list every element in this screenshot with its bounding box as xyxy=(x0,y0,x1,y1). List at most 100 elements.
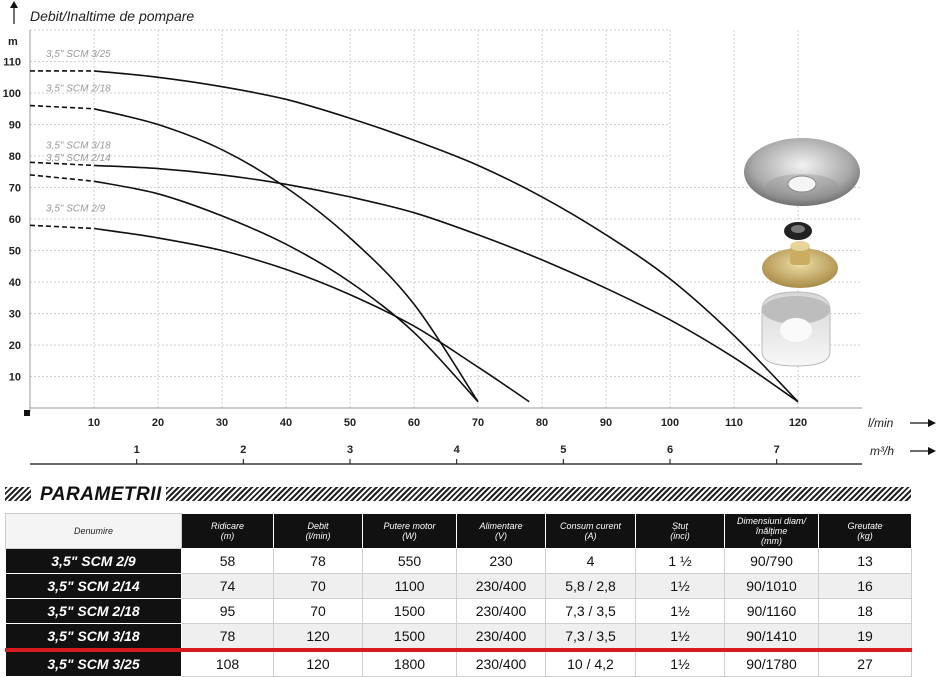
y-tick-label: 90 xyxy=(9,120,21,132)
table-cell: 230 xyxy=(456,548,546,574)
table-cell: 18 xyxy=(818,598,912,624)
model-name-cell: 3,5" SCM 2/9 xyxy=(5,548,182,574)
table-row: 3,5" SCM 2/14 74 70 1100 230/400 5,8 / 2,8 1½ 9… xyxy=(5,573,912,599)
chart-tick-labels: 10 20 30 40 50 60 70 80 90 100 110 120 10 20 30 40 50 60 7… xyxy=(3,57,807,464)
table-cell: 95 xyxy=(181,598,274,624)
x2-tick-label: 5 xyxy=(560,444,566,456)
table-header-cell: Denumire xyxy=(5,513,182,549)
x-tick-label: 100 xyxy=(661,417,679,429)
header-unit: (A) xyxy=(584,531,597,541)
header-label: Denumire xyxy=(73,526,113,536)
table-cell: 4 xyxy=(545,548,636,574)
x2-tick-label: 3 xyxy=(347,444,353,456)
y-tick-label: 10 xyxy=(9,372,21,384)
model-name-cell: 3,5" SCM 2/18 xyxy=(5,598,182,624)
series-line xyxy=(93,70,799,403)
header-unit: (inci) xyxy=(670,531,690,541)
series-label: 3,5" SCM 3/25 xyxy=(46,49,111,60)
table-cell: 7,3 / 3,5 xyxy=(545,598,636,624)
series-line xyxy=(93,227,530,403)
header-label: Consum curent xyxy=(559,521,622,531)
x-tick-label: 50 xyxy=(344,417,356,429)
model-name-cell: 3,5" SCM 3/25 xyxy=(5,648,182,677)
table-cell: 58 xyxy=(181,548,274,574)
table-cell: 1100 xyxy=(362,573,457,599)
series-line xyxy=(93,108,479,403)
y-tick-label: 100 xyxy=(3,88,21,100)
table-header-cell: Ridicare (m) xyxy=(181,513,274,549)
x-tick-label: 60 xyxy=(408,417,420,429)
table-cell: 5,8 / 2,8 xyxy=(545,573,636,599)
header-unit: (m) xyxy=(220,531,235,541)
header-label: Dimensiuni diam/înălțime xyxy=(736,516,807,536)
x-tick-label: 70 xyxy=(472,417,484,429)
table-cell: 10 / 4,2 xyxy=(545,648,636,677)
header-unit: (mm) xyxy=(761,536,782,546)
table-cell: 1½ xyxy=(635,648,725,677)
y-tick-label: 40 xyxy=(9,277,21,289)
x-tick-label: 90 xyxy=(600,417,612,429)
section-hatch-right xyxy=(166,487,911,501)
table-cell: 19 xyxy=(818,623,912,651)
x-tick-label: 120 xyxy=(789,417,807,429)
x-axis-label: l/min xyxy=(868,416,894,430)
table-cell: 230/400 xyxy=(456,598,546,624)
table-row: 3,5" SCM 2/9 58 78 550 230 4 1 ½ 90/790 13 xyxy=(5,548,912,574)
x2-tick-label: 7 xyxy=(774,444,780,456)
series-line-dashed xyxy=(29,174,95,182)
pump-curve-chart: Debit/Inaltime de pompare m l/min m³/h 1… xyxy=(3,1,936,465)
table-cell: 90/790 xyxy=(724,548,819,574)
table-cell: 1500 xyxy=(362,623,457,651)
table-row: 3,5" SCM 3/25 108 120 1800 230/400 10 / 4,2 1½… xyxy=(5,648,912,677)
table-cell: 90/1160 xyxy=(724,598,819,624)
x-tick-label: 30 xyxy=(216,417,228,429)
table-cell: 70 xyxy=(273,598,363,624)
y-tick-label: 60 xyxy=(9,214,21,226)
x2-tick-label: 1 xyxy=(134,444,140,456)
table-header-cell: Putere motor (W) xyxy=(362,513,457,549)
series-label: 3,5" SCM 2/14 xyxy=(46,153,111,164)
table-header-cell: Consum curent (A) xyxy=(545,513,636,549)
header-label: Putere motor xyxy=(383,521,436,531)
table-cell: 1½ xyxy=(635,623,725,651)
table-cell: 1½ xyxy=(635,573,725,599)
table-header-cell: Debit (l/min) xyxy=(273,513,363,549)
table-cell: 13 xyxy=(818,548,912,574)
table-cell: 230/400 xyxy=(456,623,546,651)
y-tick-label: 80 xyxy=(9,151,21,163)
table-cell: 230/400 xyxy=(456,648,546,677)
chart-axes xyxy=(10,1,862,465)
series-line-dashed xyxy=(29,104,95,110)
table-cell: 108 xyxy=(181,648,274,677)
table-cell: 16 xyxy=(818,573,912,599)
chart-grid xyxy=(30,29,862,408)
table-header-cell: Alimentare (V) xyxy=(456,513,546,549)
table-row: 3,5" SCM 3/18 78 120 1500 230/400 7,3 / 3,5 1½… xyxy=(5,623,912,651)
table-cell: 120 xyxy=(273,623,363,651)
x-tick-label: 40 xyxy=(280,417,292,429)
table-cell: 90/1410 xyxy=(724,623,819,651)
table-header-row: Denumire Ridicare (m) Debit (l/min) Putere mo… xyxy=(5,513,912,549)
header-unit: (W) xyxy=(402,531,417,541)
y-tick-label: 50 xyxy=(9,246,21,258)
table-header-cell: Ștuț (inci) xyxy=(635,513,725,549)
x-tick-label: 10 xyxy=(88,417,100,429)
y-tick-label: 110 xyxy=(3,57,21,69)
table-cell: 230/400 xyxy=(456,573,546,599)
table-row: 3,5" SCM 2/18 95 70 1500 230/400 7,3 / 3,5 1½ 9… xyxy=(5,598,912,624)
header-label: Debit xyxy=(307,521,329,531)
model-name-cell: 3,5" SCM 3/18 xyxy=(5,623,182,651)
series-label: 3,5" SCM 2/18 xyxy=(46,84,111,95)
table-cell: 550 xyxy=(362,548,457,574)
table-cell: 78 xyxy=(273,548,363,574)
model-name-cell: 3,5" SCM 2/14 xyxy=(5,573,182,599)
chart-series xyxy=(29,70,799,403)
y-tick-label: 20 xyxy=(9,340,21,352)
table-cell: 1500 xyxy=(362,598,457,624)
x2-tick-label: 2 xyxy=(240,444,246,456)
header-label: Greutate xyxy=(847,521,883,531)
x2-tick-label: 4 xyxy=(454,444,461,456)
chart-series-labels: 3,5" SCM 3/25 3,5" SCM 2/18 3,5" SCM 3/18 3… xyxy=(46,49,111,214)
series-line xyxy=(93,164,799,403)
y-tick-label: 70 xyxy=(9,183,21,195)
